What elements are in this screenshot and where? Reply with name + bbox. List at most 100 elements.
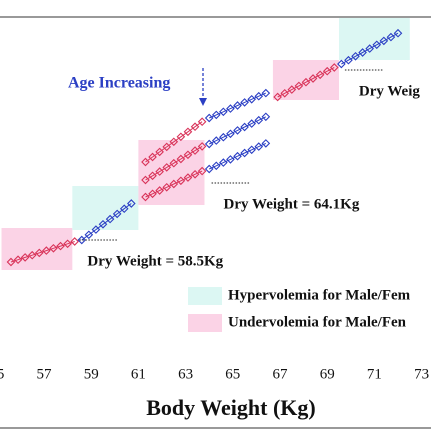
marker	[358, 48, 367, 57]
marker	[169, 158, 179, 168]
marker	[254, 115, 264, 125]
marker	[98, 219, 108, 229]
x-tick-label: 63	[178, 366, 193, 382]
series-line	[208, 116, 267, 145]
marker	[70, 237, 79, 246]
marker	[162, 182, 172, 192]
x-tick-label: 59	[84, 366, 99, 382]
marker	[27, 250, 37, 260]
x-tick-label: 71	[367, 366, 382, 382]
marker	[34, 248, 44, 258]
marker	[337, 59, 346, 69]
marker	[219, 132, 228, 142]
marker	[20, 253, 30, 262]
series-line	[208, 92, 267, 119]
marker	[247, 145, 256, 155]
marker	[183, 127, 193, 137]
marker	[176, 154, 186, 164]
marker	[176, 176, 186, 186]
marker	[63, 239, 72, 249]
marker	[372, 40, 382, 50]
marker	[155, 186, 164, 195]
marker	[49, 243, 58, 253]
marker	[287, 85, 297, 94]
marker	[197, 166, 207, 176]
marker	[211, 136, 221, 145]
x-axis-title: Body Weight (Kg)	[146, 395, 316, 420]
marker	[204, 139, 214, 149]
marker	[261, 88, 271, 98]
marker	[261, 112, 271, 122]
marker	[226, 155, 235, 164]
marker	[169, 179, 179, 189]
arrow-label: Age Increasing	[68, 75, 170, 92]
dry-weight-label: Dry Weight = 58.5Kg	[87, 253, 223, 269]
regions	[1, 18, 410, 270]
marker	[183, 173, 193, 182]
x-tick-label: 61	[131, 366, 146, 382]
legend-swatch	[188, 287, 222, 305]
marker	[301, 77, 311, 87]
marker	[105, 214, 115, 224]
marker	[197, 117, 207, 127]
dry-weight-label: Dry Weight = 64.1Kg	[224, 196, 360, 212]
series-line	[81, 203, 132, 241]
x-tick-label: 67	[273, 366, 289, 382]
x-tick-label: 69	[320, 366, 335, 382]
marker	[141, 175, 150, 185]
marker	[84, 230, 94, 240]
x-tick-label: 57	[37, 366, 53, 382]
marker	[141, 192, 150, 202]
marker	[155, 167, 164, 176]
marker	[204, 164, 214, 174]
marker	[254, 91, 264, 101]
marker	[365, 44, 374, 53]
marker	[190, 122, 200, 132]
marker	[226, 129, 235, 139]
marker	[219, 158, 228, 167]
marker	[211, 110, 221, 120]
volemia-region	[339, 18, 410, 60]
marker	[91, 225, 101, 234]
marker	[329, 63, 339, 72]
marker	[148, 152, 157, 162]
marker	[254, 142, 264, 151]
marker	[247, 119, 256, 128]
marker	[386, 32, 396, 42]
x-tick-label: 65	[225, 366, 240, 382]
dry-weight-label: Dry Weig	[359, 83, 420, 99]
marker	[162, 142, 172, 152]
marker	[233, 101, 242, 110]
marker	[294, 81, 304, 91]
marker	[233, 151, 242, 161]
marker	[190, 169, 200, 179]
marker	[155, 147, 164, 157]
marker	[197, 142, 207, 151]
series-line	[208, 142, 267, 170]
marker	[6, 257, 16, 267]
marker	[240, 122, 249, 132]
marker	[148, 189, 157, 199]
marker	[162, 163, 172, 172]
marker	[77, 235, 87, 245]
marker	[42, 246, 51, 255]
x-tick-label: 55	[0, 366, 4, 382]
marker	[211, 161, 221, 171]
marker	[183, 150, 193, 160]
marker	[240, 98, 249, 107]
marker	[393, 28, 403, 38]
marker	[127, 199, 136, 208]
marker	[351, 51, 360, 61]
marker	[280, 88, 290, 98]
marker	[190, 146, 200, 155]
marker	[56, 241, 65, 251]
x-tick-label: 73	[414, 366, 429, 382]
marker	[13, 255, 23, 265]
marker	[219, 107, 228, 117]
marker	[273, 92, 282, 102]
marker	[261, 139, 271, 148]
marker	[344, 55, 353, 65]
marker	[119, 204, 129, 214]
marker	[240, 148, 249, 158]
